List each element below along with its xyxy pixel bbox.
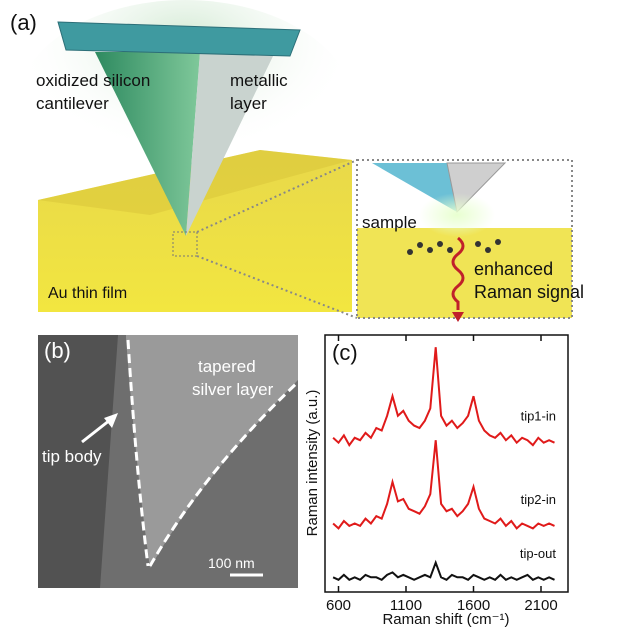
annotation: tapered (198, 357, 256, 376)
annotation: layer (230, 94, 267, 113)
annotation: sample (362, 213, 417, 232)
series-label: tip1-in (521, 409, 556, 424)
glow (419, 193, 495, 237)
annotation: tip body (42, 447, 102, 466)
annotation: Au thin film (48, 285, 127, 302)
panel-label: (b) (44, 338, 71, 363)
x-tick-label: 1100 (390, 597, 422, 614)
annotation: enhanced (474, 259, 553, 279)
spectrum (333, 440, 554, 528)
x-tick-label: 1600 (457, 597, 490, 614)
annotation: Raman signal (474, 282, 584, 302)
annotation: metallic (230, 71, 288, 90)
scale-label: 100 nm (208, 555, 255, 571)
figure: (a) oxidized silicon cantilever metallic… (0, 0, 618, 630)
panel-label: (a) (10, 10, 37, 35)
y-axis-label: Raman intensity (a.u.) (304, 390, 321, 537)
series-label: tip2-in (521, 492, 556, 507)
series-label: tip-out (520, 546, 557, 561)
annotation: cantilever (36, 94, 109, 113)
spectrum (333, 563, 554, 580)
x-tick-label: 600 (326, 597, 351, 614)
x-tick-label: 2100 (524, 597, 557, 614)
spectrum (333, 347, 554, 445)
annotation: oxidized silicon (36, 71, 150, 90)
annotation: silver layer (192, 380, 274, 399)
panel-label: (c) (332, 340, 358, 365)
